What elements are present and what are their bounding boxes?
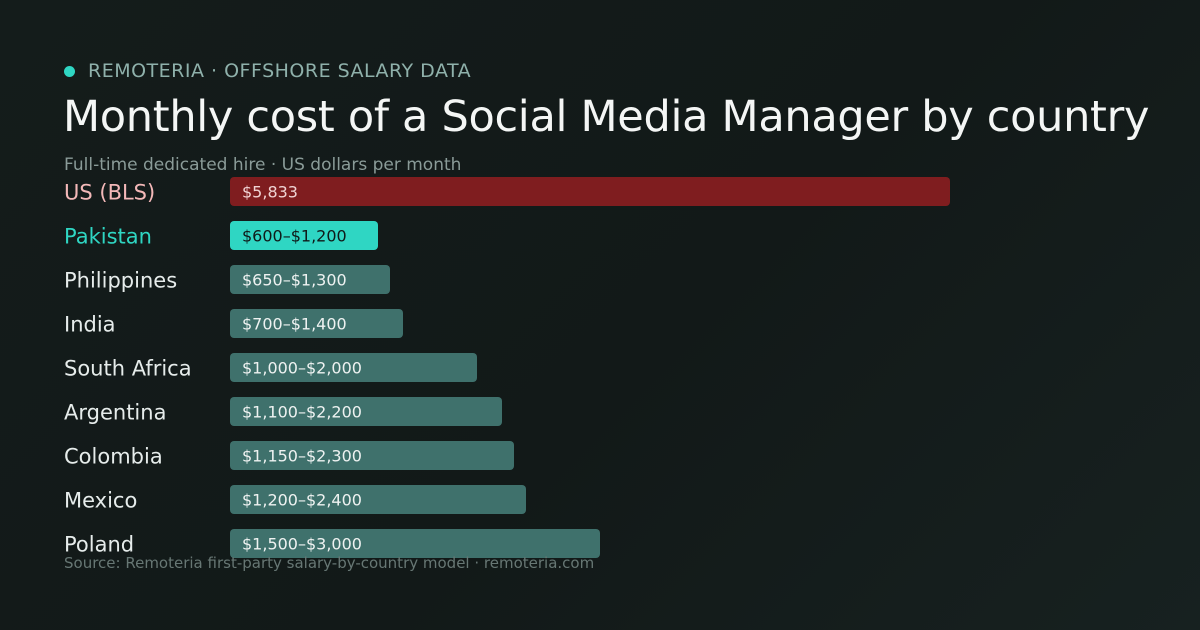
brand-label: REMOTERIA · OFFSHORE SALARY DATA xyxy=(88,60,472,82)
category-label-us-bls: US (BLS) xyxy=(64,181,155,205)
value-label-philippines: $650–$1,300 xyxy=(242,271,347,290)
value-label-argentina: $1,100–$2,200 xyxy=(242,403,362,422)
bar-colombia xyxy=(230,441,514,470)
category-label-argentina: Argentina xyxy=(64,401,166,425)
value-label-us-bls: $5,833 xyxy=(242,183,298,202)
bar-poland xyxy=(230,529,600,558)
category-label-south-africa: South Africa xyxy=(64,357,192,381)
category-label-colombia: Colombia xyxy=(64,445,163,469)
category-label-pakistan: Pakistan xyxy=(64,225,152,249)
value-label-poland: $1,500–$3,000 xyxy=(242,535,362,554)
category-label-poland: Poland xyxy=(64,533,134,557)
bar-south-africa xyxy=(230,353,477,382)
bar-india xyxy=(230,309,403,338)
bar-pakistan xyxy=(230,221,378,250)
value-label-pakistan: $600–$1,200 xyxy=(242,227,347,246)
brand-line: REMOTERIA · OFFSHORE SALARY DATA xyxy=(64,60,471,82)
category-label-philippines: Philippines xyxy=(64,269,177,293)
bar-argentina xyxy=(230,397,502,426)
category-label-mexico: Mexico xyxy=(64,489,137,513)
value-label-india: $700–$1,400 xyxy=(242,315,347,334)
bar-mexico xyxy=(230,485,526,514)
value-label-south-africa: $1,000–$2,000 xyxy=(242,359,362,378)
value-label-colombia: $1,150–$2,300 xyxy=(242,447,362,466)
category-label-india: India xyxy=(64,313,116,337)
source-note: Source: Remoteria first-party salary-by-… xyxy=(64,554,595,572)
bar-us-bls xyxy=(230,177,950,206)
chart-subtitle: Full-time dedicated hire · US dollars pe… xyxy=(64,155,462,175)
value-label-mexico: $1,200–$2,400 xyxy=(242,491,362,510)
chart-title: Monthly cost of a Social Media Manager b… xyxy=(63,92,1150,142)
bar-philippines xyxy=(230,265,390,294)
brand-dot-icon xyxy=(64,65,75,77)
